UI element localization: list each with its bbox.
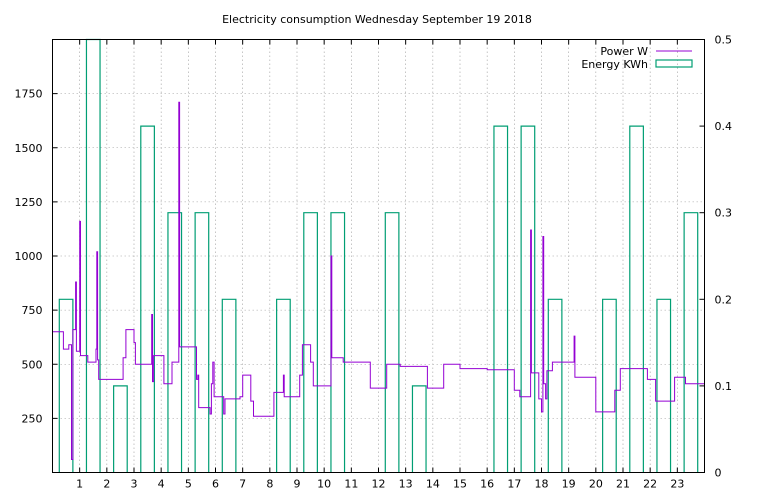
x-tick-label: 3 — [131, 478, 138, 491]
y-tick-label: 500 — [22, 358, 43, 371]
energy-bar — [656, 298, 672, 473]
x-tick-label: 23 — [670, 478, 684, 491]
energy-bar — [683, 212, 699, 473]
y-tick-label: 1000 — [15, 250, 43, 263]
energy-bar — [493, 125, 509, 473]
legend-label-power: Power W — [600, 45, 648, 58]
x-tick-label: 9 — [294, 478, 301, 491]
x-tick-label: 18 — [535, 478, 549, 491]
energy-bar — [221, 298, 237, 473]
x-tick-label: 20 — [589, 478, 603, 491]
energy-bar — [547, 298, 563, 473]
y2-tick-label: 0.1 — [715, 380, 733, 393]
x-tick-label: 19 — [562, 478, 576, 491]
grid — [52, 39, 705, 473]
y-tick-label: 1500 — [15, 142, 43, 155]
energy-bar — [411, 385, 427, 473]
x-tick-label: 15 — [453, 478, 467, 491]
legend-label-energy: Energy KWh — [581, 58, 648, 71]
power-line — [52, 101, 705, 460]
x-tick-label: 7 — [239, 478, 246, 491]
energy-bar — [384, 212, 400, 473]
energy-bar — [629, 125, 644, 473]
energy-bar — [276, 298, 291, 473]
energy-bar — [113, 385, 128, 473]
energy-bar — [194, 212, 210, 473]
y2-tick-label: 0.3 — [715, 207, 733, 220]
y2-tick-label: 0.5 — [715, 34, 733, 47]
x-tick-label: 8 — [266, 478, 273, 491]
y2-tick-label: 0.4 — [715, 120, 733, 133]
energy-bar — [167, 212, 183, 473]
x-tick-label: 12 — [372, 478, 386, 491]
energy-bar — [520, 125, 536, 473]
x-axis-ticks: 1 2 3 4 5 6 7 8 9 10 11 12 13 14 15 16 17 18 19 20 21 22 23 — [76, 39, 684, 491]
x-tick-label: 2 — [103, 478, 110, 491]
x-tick-label: 13 — [399, 478, 413, 491]
x-tick-label: 17 — [507, 478, 521, 491]
x-tick-label: 6 — [212, 478, 219, 491]
energy-bar — [602, 298, 617, 473]
x-tick-label: 16 — [480, 478, 494, 491]
y-tick-label: 1750 — [15, 88, 43, 101]
y-tick-label: 750 — [22, 304, 43, 317]
x-tick-label: 1 — [76, 478, 83, 491]
energy-bar — [330, 212, 346, 473]
energy-bar — [58, 298, 74, 473]
x-tick-label: 14 — [426, 478, 440, 491]
y2-tick-label: 0.2 — [715, 293, 733, 306]
y-axis-ticks: 250 500 750 1000 1250 1500 1750 — [15, 88, 58, 425]
energy-bar — [303, 212, 318, 473]
energy-bar — [140, 125, 155, 473]
y-tick-label: 1250 — [15, 196, 43, 209]
x-tick-label: 21 — [616, 478, 630, 491]
chart-title: Electricity consumption Wednesday Septem… — [222, 13, 532, 26]
y-tick-label: 250 — [22, 412, 43, 425]
y2-axis-ticks: 0 0.1 0.2 0.3 0.4 0.5 — [699, 34, 733, 480]
x-tick-label: 4 — [158, 478, 165, 491]
x-tick-label: 5 — [185, 478, 192, 491]
power-series-line — [52, 101, 705, 460]
y2-tick-label: 0 — [715, 467, 722, 480]
x-tick-label: 10 — [317, 478, 331, 491]
x-tick-label: 11 — [344, 478, 358, 491]
legend: Power W Energy KWh — [581, 45, 693, 71]
x-tick-label: 22 — [643, 478, 657, 491]
legend-swatch-energy — [655, 59, 693, 68]
